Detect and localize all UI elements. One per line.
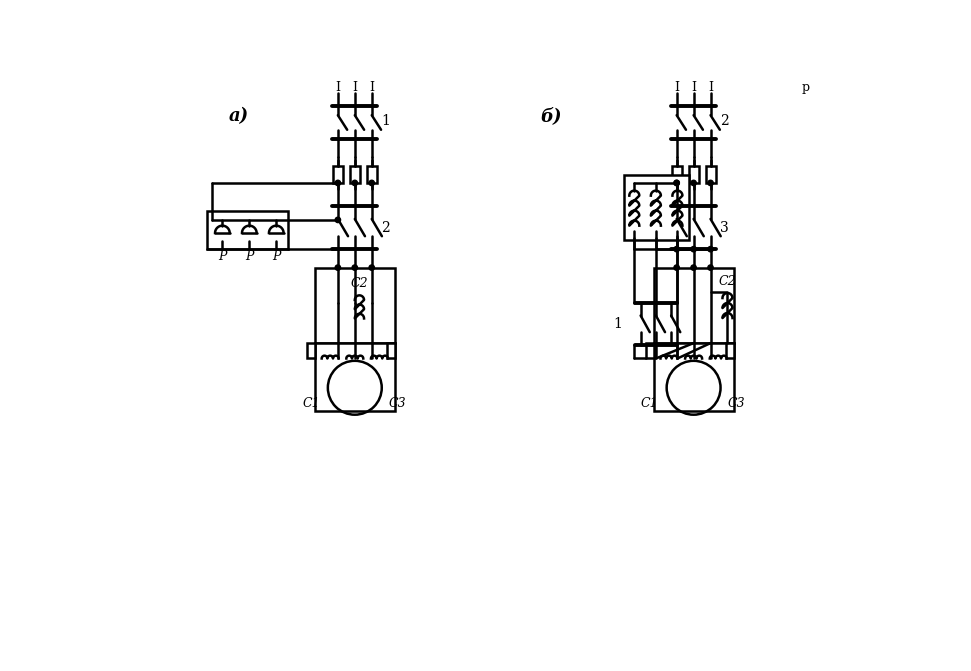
Bar xyxy=(706,166,716,183)
Bar xyxy=(315,268,395,343)
Circle shape xyxy=(335,217,341,223)
Circle shape xyxy=(691,246,696,252)
Bar xyxy=(726,343,734,358)
Bar xyxy=(333,166,343,183)
Bar xyxy=(672,166,682,183)
Bar xyxy=(624,175,689,240)
Text: б): б) xyxy=(541,107,562,125)
Circle shape xyxy=(708,246,714,252)
Text: C2: C2 xyxy=(719,275,736,288)
Text: 2: 2 xyxy=(720,114,729,128)
Circle shape xyxy=(352,180,357,186)
Text: 3: 3 xyxy=(720,221,729,235)
Circle shape xyxy=(708,265,714,270)
Text: I: I xyxy=(674,81,679,94)
Text: C1: C1 xyxy=(641,397,658,410)
Bar xyxy=(307,343,315,358)
Text: I: I xyxy=(369,81,374,94)
Bar xyxy=(315,343,395,411)
Text: P: P xyxy=(272,250,281,263)
Bar xyxy=(387,343,395,358)
Text: P: P xyxy=(245,250,253,263)
Circle shape xyxy=(369,265,375,270)
Bar xyxy=(688,166,698,183)
Circle shape xyxy=(335,265,341,270)
Circle shape xyxy=(708,180,714,186)
Text: a): a) xyxy=(229,107,250,125)
Circle shape xyxy=(674,180,680,186)
Text: I: I xyxy=(691,81,696,94)
Bar xyxy=(653,268,734,343)
Bar xyxy=(653,343,734,411)
Text: I: I xyxy=(352,81,357,94)
Circle shape xyxy=(674,246,680,252)
Text: P: P xyxy=(218,250,226,263)
Text: 2: 2 xyxy=(382,221,390,235)
Text: C3: C3 xyxy=(388,397,406,410)
Circle shape xyxy=(674,265,680,270)
Bar xyxy=(646,343,653,358)
Text: p: p xyxy=(801,81,809,94)
Circle shape xyxy=(369,180,375,186)
Circle shape xyxy=(691,265,696,270)
Text: I: I xyxy=(335,81,341,94)
Text: C1: C1 xyxy=(302,397,319,410)
Circle shape xyxy=(691,180,696,186)
Bar xyxy=(207,211,287,249)
Circle shape xyxy=(352,265,357,270)
Text: I: I xyxy=(708,81,713,94)
Text: 1: 1 xyxy=(613,317,621,331)
Circle shape xyxy=(335,180,341,186)
Text: 1: 1 xyxy=(382,114,390,128)
Text: C2: C2 xyxy=(351,276,368,289)
Bar xyxy=(350,166,360,183)
Bar xyxy=(367,166,377,183)
Text: C3: C3 xyxy=(727,397,745,410)
Circle shape xyxy=(674,180,680,186)
